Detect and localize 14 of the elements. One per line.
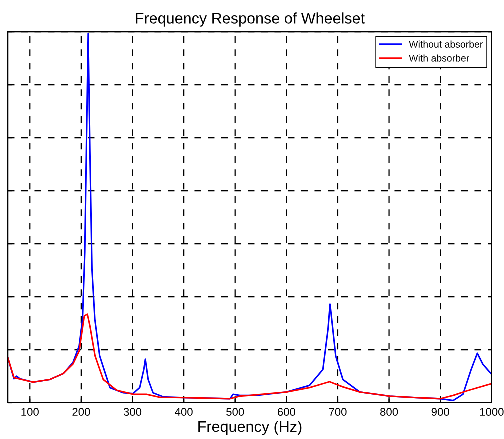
x-tick-label: 900 xyxy=(432,408,450,416)
x-tick-label: 700 xyxy=(329,408,347,416)
x-tick-label: 100 xyxy=(22,408,39,416)
x-tick-label: 200 xyxy=(72,408,90,416)
legend-label: Without absorber xyxy=(409,40,483,48)
x-tick-label: 600 xyxy=(278,408,296,416)
x-tick-label: 300 xyxy=(124,408,142,416)
x-tick-label: 400 xyxy=(175,408,193,416)
x-tick-label: 800 xyxy=(380,408,398,416)
x-tick-label: 500 xyxy=(226,408,244,416)
x-axis-title: Frequency (Hz) xyxy=(198,421,302,436)
legend-label: With absorber xyxy=(409,54,470,62)
x-tick-label: 1000 xyxy=(480,408,504,416)
chart-title: Frequency Response of Wheelset xyxy=(136,12,365,27)
